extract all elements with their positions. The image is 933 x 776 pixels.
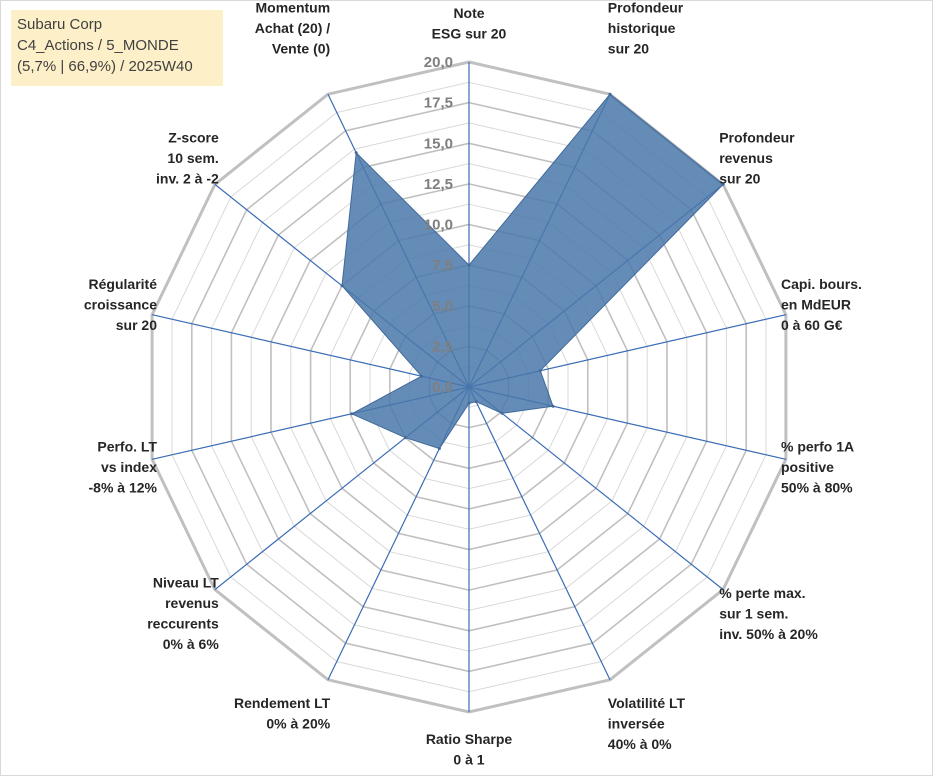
axis-label-line: reccurents [147, 616, 219, 632]
axis-spoke [151, 314, 470, 388]
tick-label: 15,0 [424, 135, 453, 152]
info-box: Subaru Corp C4_Actions / 5_MONDE (5,7% |… [11, 10, 223, 86]
data-point [538, 369, 542, 373]
axis-label-line: sur 20 [116, 317, 157, 333]
axis-label-line: inv. 2 à -2 [156, 171, 219, 187]
tick-label: 5,0 [432, 298, 453, 315]
axis-label-line: Note [453, 5, 484, 21]
axis-label-line: Profondeur [608, 1, 684, 16]
axis-label-line: inv. 50% à 20% [719, 626, 818, 642]
axis-label-line: Z-score [168, 130, 219, 146]
axis-label-line: ESG sur 20 [432, 26, 507, 42]
axis-label-line: % perte max. [719, 585, 805, 601]
axis-label: Ratio Sharpe 0 à 1 [426, 731, 513, 768]
tick-label: 0,0 [432, 379, 453, 396]
axis-label-line: Perfo. LT [97, 439, 157, 455]
axis-spoke [468, 386, 724, 591]
score-summary: (5,7% | 66,9%) / 2025W40 [17, 58, 193, 75]
data-point [551, 404, 555, 408]
axis-label: % perte max. sur 1 sem. inv. 50% à 20% [719, 585, 818, 642]
axis-label: Niveau LT revenus reccurents 0% à 6% [147, 575, 219, 653]
axis-label-line: vs index [101, 459, 157, 475]
axis-label: % perfo 1A positive 50% à 80% [781, 439, 854, 496]
axis-spoke [468, 386, 611, 681]
axis-label-line: 0 à 60 G€ [781, 317, 843, 333]
tick-label: 7,5 [432, 257, 453, 274]
axis-label: Z-score 10 sem. inv. 2 à -2 [156, 130, 219, 187]
axis-label-line: sur 20 [719, 171, 760, 187]
axis-label-line: revenus [719, 150, 773, 166]
axis-label: Rendement LT 0% à 20% [234, 695, 331, 732]
axis-label-line: inversée [608, 715, 665, 731]
data-point [474, 400, 478, 404]
axis-label-line: -8% à 12% [89, 480, 158, 496]
axis-label-line: 40% à 0% [608, 736, 672, 752]
data-point [404, 436, 407, 440]
axis-label-line: croissance [84, 297, 157, 313]
axis-label: Momentum Achat (20) / Vente (0) [255, 1, 331, 57]
axis-label-line: Volatilité LT [608, 695, 686, 711]
axis-label-line: 0% à 20% [266, 715, 330, 731]
axis-label-line: sur 20 [608, 41, 649, 57]
radar-tick-labels: 0,0 2,5 5,0 7,5 10,0 12,5 15,0 17,5 20,0 [424, 54, 453, 396]
axis-label-line: Achat (20) / [255, 20, 331, 36]
axis-label-line: 0 à 1 [453, 752, 484, 768]
axis-label: Profondeur revenus sur 20 [719, 130, 795, 187]
axis-label-line: Vente (0) [272, 41, 330, 57]
axis-label-line: revenus [165, 595, 219, 611]
data-point [500, 411, 504, 415]
axis-label-line: 50% à 80% [781, 480, 853, 496]
tick-label: 17,5 [424, 95, 453, 112]
radar-series [340, 92, 725, 450]
data-point [354, 151, 358, 155]
axis-label-line: Rendement LT [234, 695, 331, 711]
tick-label: 20,0 [424, 54, 453, 71]
axis-label-line: historique [608, 20, 676, 36]
data-point [467, 401, 471, 405]
axis-label-line: 10 sem. [167, 150, 218, 166]
axis-label-line: Régularité [89, 276, 158, 292]
axis-label: Volatilité LT inversée 40% à 0% [608, 695, 686, 752]
portfolio-category: C4_Actions / 5_MONDE [17, 37, 179, 54]
axis-label-line: sur 1 sem. [719, 605, 788, 621]
axis-label-line: en MdEUR [781, 297, 851, 313]
axis-label-line: Niveau LT [153, 575, 219, 591]
data-point [608, 92, 612, 96]
data-point [340, 284, 344, 288]
data-point [350, 412, 354, 416]
axis-label-line: Profondeur [719, 130, 795, 146]
tick-label: 10,0 [424, 217, 453, 234]
data-point [467, 263, 471, 267]
axis-label: Régularité croissance sur 20 [84, 276, 157, 333]
tick-label: 12,5 [424, 176, 453, 193]
axis-label-line: Capi. bours. [781, 276, 862, 292]
axis-label-line: Momentum [256, 1, 331, 16]
axis-label-line: positive [781, 459, 834, 475]
tick-label: 2,5 [432, 338, 453, 355]
axis-label: Profondeur historique sur 20 [608, 1, 684, 57]
series-area [341, 93, 724, 450]
axis-label-line: Ratio Sharpe [426, 731, 513, 747]
axis-label: Note ESG sur 20 [432, 5, 507, 42]
axis-label: Perfo. LT vs index -8% à 12% [89, 439, 158, 496]
data-point [420, 374, 423, 378]
axis-label-line: 0% à 6% [163, 636, 220, 652]
company-name: Subaru Corp [17, 16, 103, 33]
data-point [721, 182, 725, 186]
data-point [437, 447, 441, 450]
axis-label: Capi. bours. en MdEUR 0 à 60 G€ [781, 276, 862, 333]
axis-label-line: % perfo 1A [781, 439, 854, 455]
radar-axis-labels: Note ESG sur 20 Profondeur historique sur 20… [84, 1, 862, 768]
